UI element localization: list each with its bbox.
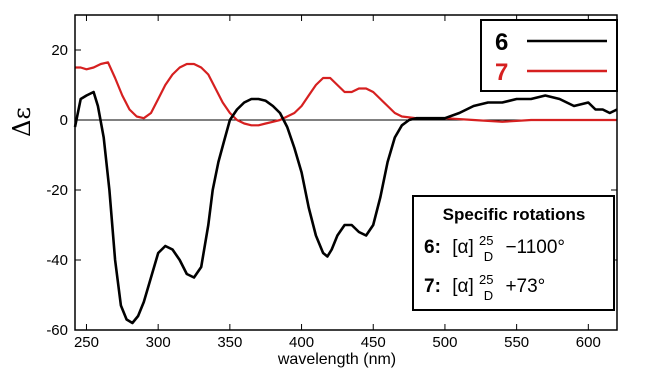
legend-box xyxy=(480,19,618,92)
y-tick-label: 20 xyxy=(51,42,68,59)
y-tick-label: -40 xyxy=(46,252,68,269)
x-tick-label: 500 xyxy=(432,334,457,351)
x-tick-label: 250 xyxy=(74,334,99,351)
rotation-compound-7: 7: xyxy=(424,276,441,297)
x-tick-label: 400 xyxy=(289,334,314,351)
x-tick-label: 300 xyxy=(146,334,171,351)
series-line-6 xyxy=(73,90,618,325)
specific-rotations-box: Specific rotations 6: [α] 25 D −1100° 7:… xyxy=(412,195,615,311)
series-layer xyxy=(73,61,618,325)
legend: 6 7 xyxy=(480,19,618,92)
x-axis-label: wavelength (nm) xyxy=(277,351,396,368)
rotation-row-7: 7: [α] 25 D +73° xyxy=(424,268,545,305)
rotation-symbol-7: [α] xyxy=(452,276,474,297)
rotation-symbol-6: [α] xyxy=(452,237,474,258)
y-tick-label: -60 xyxy=(46,322,68,339)
annotation-box xyxy=(412,195,615,311)
rotation-line-7: D xyxy=(484,288,493,303)
y-axis-label: Δε xyxy=(8,107,36,137)
rotation-line-6: D xyxy=(484,249,493,264)
plot-frame xyxy=(74,14,618,331)
rotation-temp-6: 25 xyxy=(479,233,493,248)
annotation-title: Specific rotations xyxy=(443,205,586,224)
rotation-row-6: 6: [α] 25 D −1100° xyxy=(424,229,565,266)
x-tick-label: 550 xyxy=(504,334,529,351)
legend-label-7: 7 xyxy=(495,59,508,86)
rotation-temp-7: 25 xyxy=(479,272,493,287)
rotation-value-6: −1100° xyxy=(505,237,565,258)
y-tick-label: -20 xyxy=(46,182,68,199)
series-line-7 xyxy=(75,61,617,127)
y-tick-label: 0 xyxy=(60,112,68,129)
x-tick-label: 600 xyxy=(576,334,601,351)
rotation-compound-6: 6: xyxy=(424,237,441,258)
x-axis-ticks: 250 300 350 400 450 500 550 600 xyxy=(74,15,601,351)
x-tick-label: 350 xyxy=(217,334,242,351)
rotation-value-7: +73° xyxy=(505,276,545,297)
x-tick-label: 450 xyxy=(361,334,386,351)
legend-label-6: 6 xyxy=(495,29,508,56)
